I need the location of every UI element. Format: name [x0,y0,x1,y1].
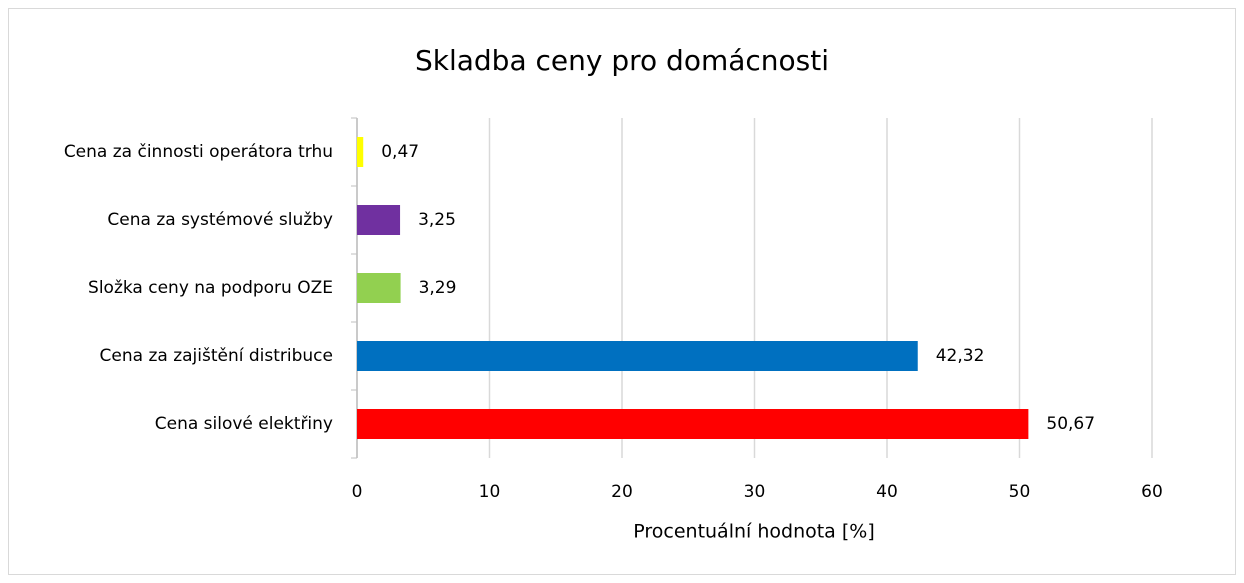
y-tick-label: Cena silové elektřiny [155,414,333,434]
x-tick-label: 30 [744,482,766,502]
x-axis-label: Procentuální hodnota [%] [633,521,875,543]
value-label: 50,67 [1046,414,1095,434]
bar [357,273,401,303]
y-tick-label: Cena za zajištění distribuce [100,346,333,366]
x-tick-label: 60 [1141,482,1163,502]
y-tick-label: Cena za systémové služby [107,210,333,230]
bar [357,409,1029,439]
bar [357,341,918,371]
y-tick-label: Cena za činnosti operátora trhu [64,142,333,162]
y-tick-label: Složka ceny na podporu OZE [88,278,333,298]
x-tick-label: 50 [1009,482,1031,502]
x-tick-label: 10 [479,482,501,502]
value-label: 3,29 [419,278,457,298]
x-tick-label: 20 [611,482,633,502]
value-label: 42,32 [936,346,985,366]
bar [357,137,364,167]
value-label: 0,47 [381,142,419,162]
bar [357,205,401,235]
chart-title: Skladba ceny pro domácnosti [415,44,829,77]
value-label: 3,25 [418,210,456,230]
x-tick-label: 0 [352,482,363,502]
x-tick-label: 40 [876,482,898,502]
